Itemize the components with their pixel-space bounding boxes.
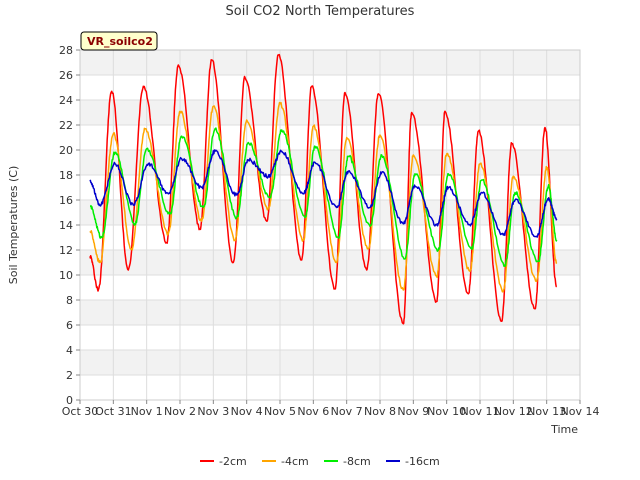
y-tick-label: 4 <box>66 344 73 357</box>
y-tick-label: 8 <box>66 294 73 307</box>
x-tick-label: Nov 13 <box>527 405 566 418</box>
legend-label: -8cm <box>343 455 371 468</box>
series-line-4cm <box>89 101 558 293</box>
x-axis-label: Time <box>550 423 578 436</box>
legend-item-2cm: -2cm <box>200 455 247 468</box>
background-band <box>80 100 580 125</box>
x-tick-label: Nov 14 <box>561 405 600 418</box>
y-tick-label: 28 <box>59 44 73 57</box>
x-tick-label: Nov 12 <box>494 405 533 418</box>
legend-item-4cm: -4cm <box>262 455 309 468</box>
x-tick-label: Nov 3 <box>197 405 229 418</box>
x-tick-label: Nov 8 <box>364 405 396 418</box>
y-tick-label: 2 <box>66 369 73 382</box>
series-layer <box>89 53 558 325</box>
y-tick-label: 22 <box>59 119 73 132</box>
y-tick-label: 18 <box>59 169 73 182</box>
x-tick-label: Nov 9 <box>397 405 429 418</box>
x-tick-label: Oct 31 <box>95 405 132 418</box>
x-tick-label: Nov 11 <box>461 405 500 418</box>
x-tick-label: Nov 7 <box>331 405 363 418</box>
site-badge-box <box>80 31 158 51</box>
series-line-8cm <box>89 127 558 268</box>
y-tick-label: 14 <box>59 219 73 232</box>
y-tick-label: 26 <box>59 69 73 82</box>
legend-label: -4cm <box>281 455 309 468</box>
chart-title: Soil CO2 North Temperatures <box>226 4 415 19</box>
legend-label: -2cm <box>219 455 247 468</box>
x-tick-label: Nov 4 <box>231 405 263 418</box>
y-tick-label: 12 <box>59 244 73 257</box>
legend-item-16cm: -16cm <box>386 455 440 468</box>
legend: -2cm -4cm -8cm -16cm <box>200 455 440 468</box>
x-tick-label: Oct 30 <box>62 405 99 418</box>
y-tick-label: 0 <box>66 394 73 407</box>
x-tick-label: Nov 5 <box>264 405 296 418</box>
y-axis-label: Soil Temperatures (C) <box>7 166 20 285</box>
legend-label: -16cm <box>405 455 440 468</box>
x-tick-label: Nov 2 <box>164 405 196 418</box>
x-tick-label: Nov 6 <box>297 405 329 418</box>
y-tick-label: 20 <box>59 144 73 157</box>
y-tick-label: 16 <box>59 194 73 207</box>
background-band <box>80 150 580 175</box>
y-tick-label: 10 <box>59 269 73 282</box>
background-band <box>80 350 580 375</box>
series-line-16cm <box>89 149 558 238</box>
legend-item-8cm: -8cm <box>324 455 371 468</box>
site-badge: VR_soilco2 <box>80 31 158 51</box>
x-tick-label: Nov 10 <box>427 405 466 418</box>
x-tick-label: Nov 1 <box>131 405 163 418</box>
y-tick-label: 24 <box>59 94 73 107</box>
site-badge-label: VR_soilco2 <box>87 35 153 48</box>
y-tick-label: 6 <box>66 319 73 332</box>
background-band <box>80 50 580 75</box>
background-band <box>80 300 580 325</box>
